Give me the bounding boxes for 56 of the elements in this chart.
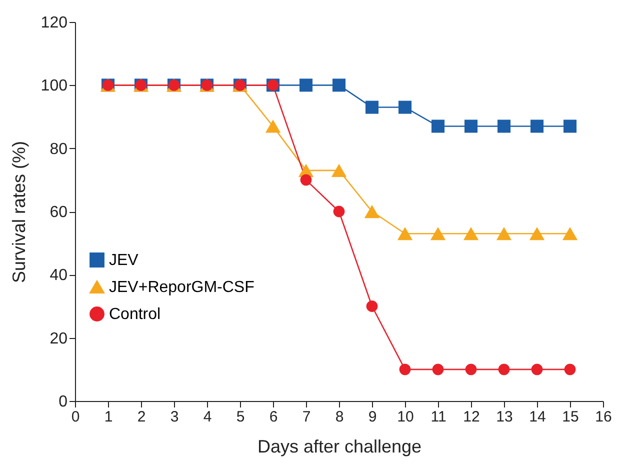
point: [530, 120, 544, 133]
point: [397, 227, 413, 240]
point: [431, 120, 445, 133]
point: [563, 120, 577, 133]
x-tick-label: 2: [137, 408, 146, 426]
point: [332, 78, 346, 92]
point: [562, 227, 578, 240]
y-tick-label: 80: [50, 140, 68, 158]
point: [529, 227, 545, 240]
x-tick-label: 9: [368, 408, 377, 426]
point: [365, 100, 379, 114]
point: [496, 227, 512, 240]
x-tick-label: 16: [595, 408, 612, 426]
x-tick-label: 15: [562, 408, 579, 426]
point: [463, 227, 479, 240]
point: [564, 364, 576, 376]
x-tick-label: 13: [496, 408, 513, 426]
x-tick-label: 5: [236, 408, 245, 426]
x-tick-label: 10: [397, 408, 414, 426]
x-tick-label: 6: [269, 408, 278, 426]
x-tick-label: 3: [170, 408, 179, 426]
point: [265, 120, 281, 133]
point: [498, 364, 510, 376]
x-tick-label: 1: [104, 408, 113, 426]
point: [364, 204, 380, 218]
y-tick-label: 100: [40, 78, 68, 95]
legend-label: JEV+ReporGM-CSF: [109, 279, 255, 296]
x-tick-label: 14: [529, 408, 546, 426]
point: [430, 227, 446, 240]
y-tick-label: 20: [50, 330, 68, 348]
point: [366, 300, 378, 312]
x-tick-label: 4: [203, 408, 212, 426]
y-tick-label: 40: [50, 267, 68, 284]
point: [398, 100, 412, 114]
x-tick-label: 11: [430, 408, 446, 426]
y-tick-label: 120: [40, 14, 68, 32]
x-tick-label: 0: [71, 408, 80, 426]
y-tick-label: 60: [50, 204, 68, 221]
x-tick-label: 12: [463, 408, 480, 426]
legend-label: JEV: [109, 252, 139, 269]
point: [331, 164, 347, 178]
x-tick-label: 8: [335, 408, 344, 426]
x-tick-label: 7: [302, 408, 311, 426]
point: [432, 364, 444, 376]
y-tick-label: 0: [58, 394, 68, 410]
legend-label: Control: [109, 306, 161, 323]
point: [333, 206, 345, 218]
point: [497, 120, 511, 133]
point: [300, 174, 312, 186]
y-axis-title: Survival rates (%): [8, 140, 29, 284]
x-axis-title: Days after challenge: [257, 436, 422, 456]
point: [465, 364, 477, 376]
point: [464, 120, 478, 133]
point: [399, 364, 411, 376]
point: [531, 364, 543, 376]
point: [299, 78, 313, 92]
